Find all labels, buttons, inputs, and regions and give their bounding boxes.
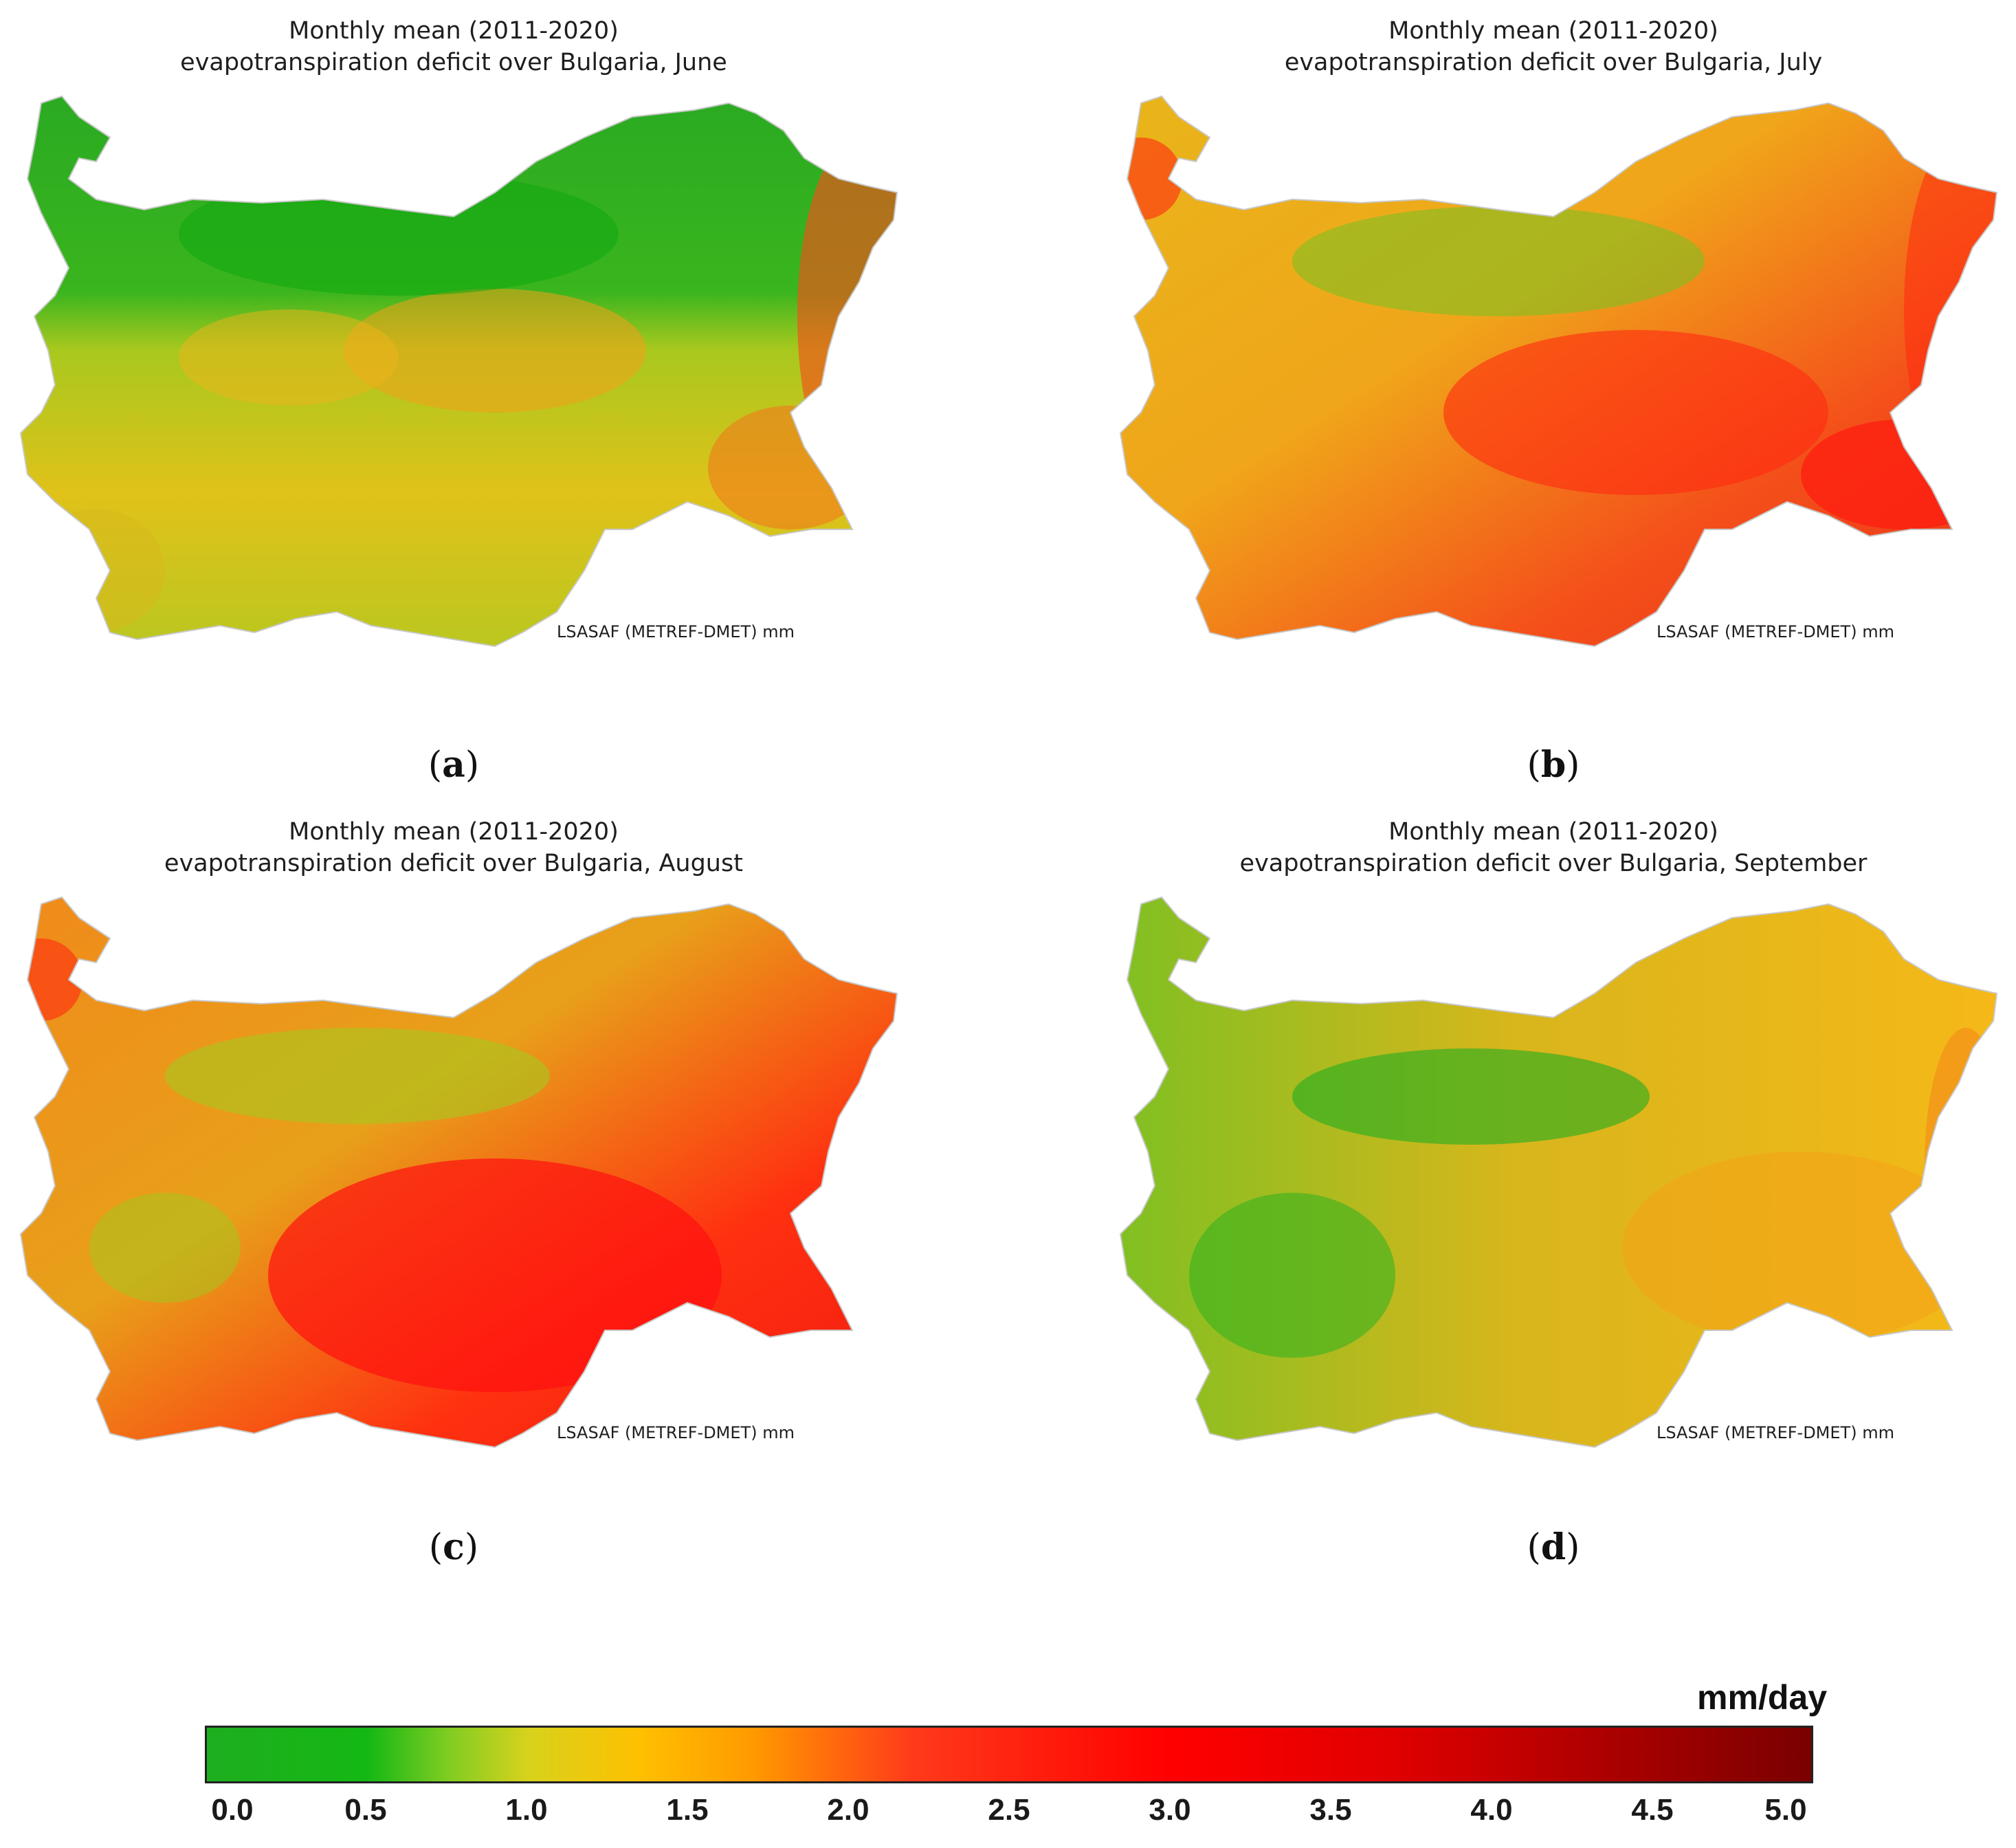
legend-tick-label: 3.0 <box>1149 1793 1191 1827</box>
label-letter: c <box>443 1526 465 1568</box>
panel-title: Monthly mean (2011-2020) evapotranspirat… <box>14 15 894 78</box>
label-open-paren: ( <box>1527 745 1541 786</box>
panel-label-a: (a) <box>14 744 894 786</box>
title-line-2: evapotranspiration deficit over Bulgaria… <box>1284 49 1823 76</box>
data-source-credit: LSASAF (METREF-DMET) mm <box>1657 622 1894 641</box>
label-open-paren: ( <box>428 745 443 786</box>
panel-title: Monthly mean (2011-2020) evapotranspirat… <box>14 816 894 879</box>
legend-tick-label: 3.5 <box>1309 1793 1352 1827</box>
title-line-1: Monthly mean (2011-2020) <box>289 17 619 45</box>
legend-unit-label: mm/day <box>1697 1678 1827 1717</box>
bulgaria-map-july <box>1119 95 1998 648</box>
panel-title: Monthly mean (2011-2020) evapotranspirat… <box>1114 816 1993 879</box>
label-close-paren: ) <box>464 1527 479 1568</box>
data-source-credit: LSASAF (METREF-DMET) mm <box>1657 1423 1894 1442</box>
label-letter: b <box>1540 744 1566 786</box>
data-source-credit: LSASAF (METREF-DMET) mm <box>557 1423 795 1442</box>
label-close-paren: ) <box>465 745 480 786</box>
label-letter: a <box>442 744 465 786</box>
legend-color-bar <box>205 1726 1813 1783</box>
legend-tick-label: 4.5 <box>1631 1793 1674 1827</box>
map-panel-june: Monthly mean (2011-2020) evapotranspirat… <box>14 7 976 729</box>
title-line-1: Monthly mean (2011-2020) <box>1388 17 1718 45</box>
legend-tick-label: 0.0 <box>211 1793 254 1827</box>
legend-tick-label: 0.5 <box>344 1793 387 1827</box>
panel-label-d: (d) <box>1114 1526 1993 1568</box>
title-line-1: Monthly mean (2011-2020) <box>1388 818 1718 846</box>
legend-tick-label: 1.0 <box>505 1793 548 1827</box>
panel-title: Monthly mean (2011-2020) evapotranspirat… <box>1114 15 1993 78</box>
label-letter: d <box>1540 1526 1566 1568</box>
legend-tick-label: 2.0 <box>827 1793 869 1827</box>
panel-label-c: (c) <box>14 1526 894 1568</box>
label-close-paren: ) <box>1566 745 1580 786</box>
label-open-paren: ( <box>428 1527 443 1568</box>
color-scale-legend: mm/day 0.0 0.5 1.0 1.5 2.0 2.5 3.0 3.5 4.0 4.5 5.0 <box>205 1678 1827 1829</box>
panel-label-b: (b) <box>1114 744 1993 786</box>
legend-tick-label: 4.0 <box>1470 1793 1513 1827</box>
title-line-2: evapotranspiration deficit over Bulgaria… <box>1239 850 1868 877</box>
legend-tick-label: 1.5 <box>666 1793 709 1827</box>
bulgaria-map-june <box>19 95 898 648</box>
title-line-2: evapotranspiration deficit over Bulgaria… <box>180 49 727 76</box>
map-panel-august: Monthly mean (2011-2020) evapotranspirat… <box>14 808 976 1530</box>
bulgaria-map-september <box>1119 896 1998 1449</box>
legend-tick-label: 5.0 <box>1764 1793 1807 1827</box>
label-open-paren: ( <box>1527 1527 1541 1568</box>
title-line-1: Monthly mean (2011-2020) <box>289 818 619 846</box>
data-source-credit: LSASAF (METREF-DMET) mm <box>557 622 795 641</box>
map-panel-july: Monthly mean (2011-2020) evapotranspirat… <box>1114 7 2016 729</box>
title-line-2: evapotranspiration deficit over Bulgaria… <box>164 850 743 877</box>
legend-tick-label: 2.5 <box>988 1793 1030 1827</box>
bulgaria-map-august <box>19 896 898 1449</box>
map-panel-september: Monthly mean (2011-2020) evapotranspirat… <box>1114 808 2016 1530</box>
label-close-paren: ) <box>1566 1527 1580 1568</box>
